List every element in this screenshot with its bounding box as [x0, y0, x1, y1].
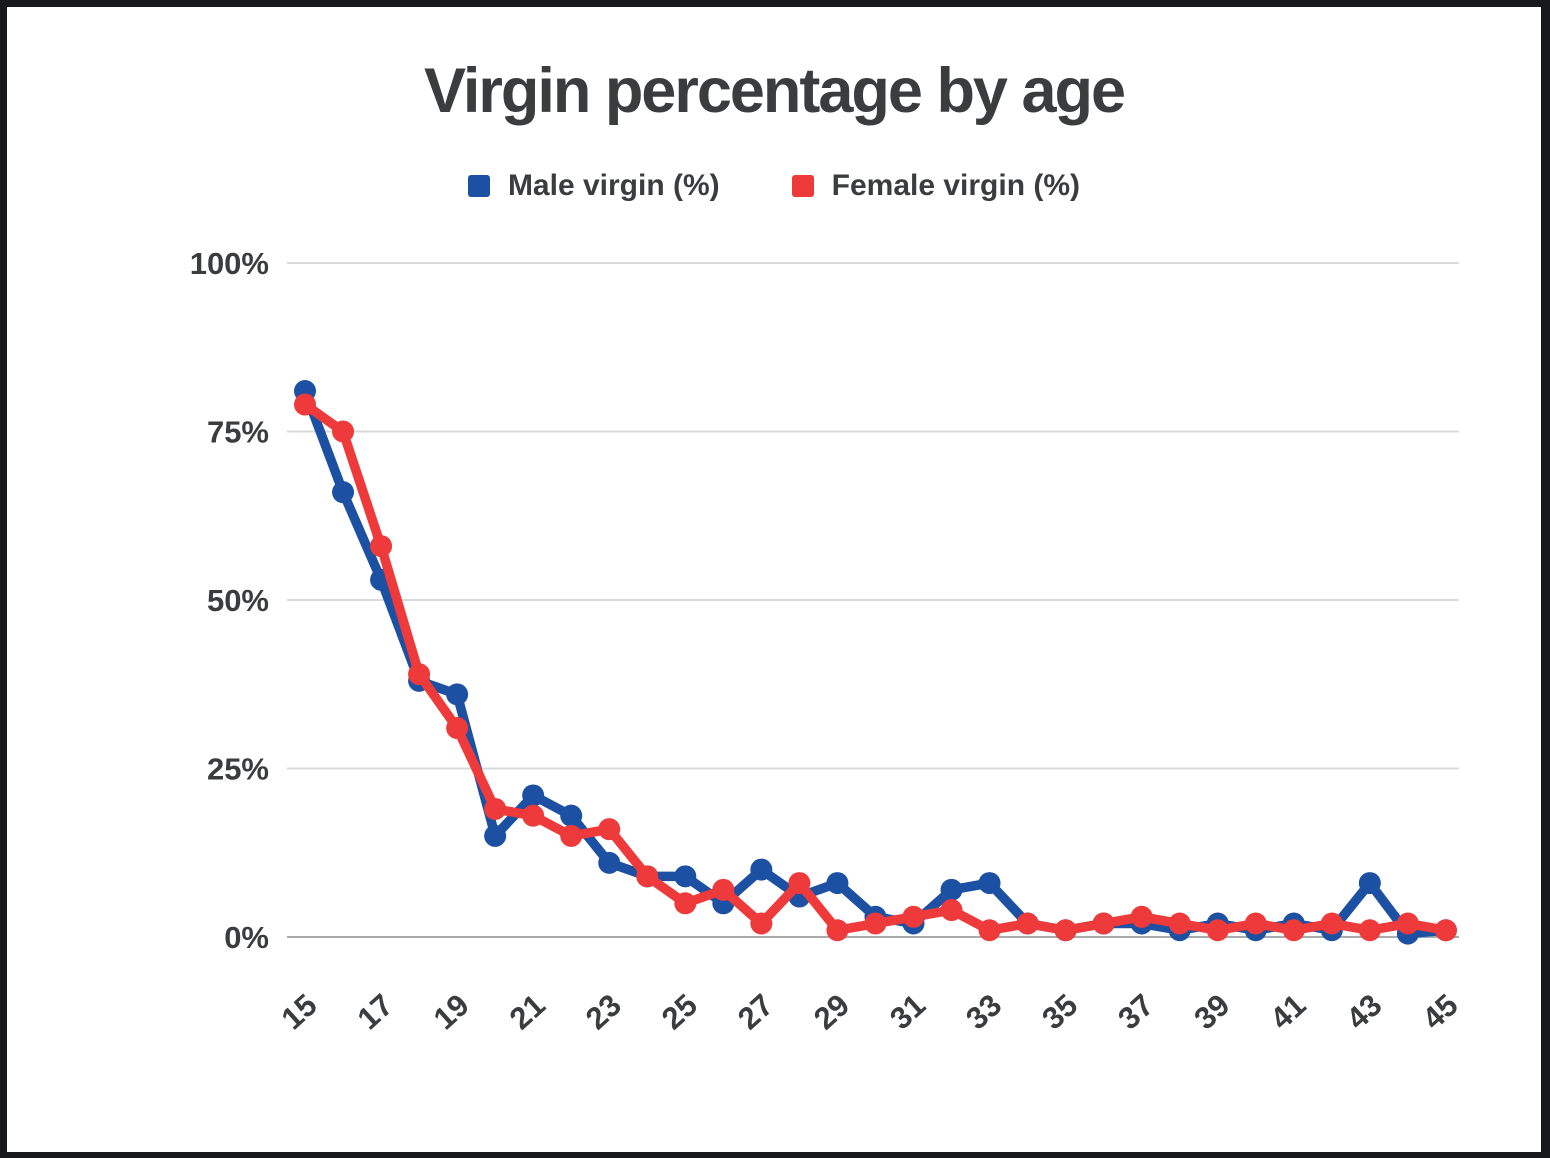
female-data-point-25 — [674, 892, 697, 915]
female-data-point-29 — [826, 919, 849, 942]
male-series-line — [300, 386, 1451, 939]
female-data-point-32 — [940, 899, 963, 922]
female-data-point-39 — [1206, 919, 1229, 942]
female-data-point-30 — [864, 912, 887, 935]
female-data-point-20 — [484, 797, 507, 820]
female-data-point-22 — [560, 824, 583, 847]
male-data-point-33 — [978, 872, 1001, 895]
x-tick-label-43: 43 — [1339, 987, 1388, 1036]
x-tick-label-15: 15 — [275, 987, 324, 1036]
legend: Male virgin (%) Female virgin (%) — [7, 169, 1541, 203]
legend-label-male: Male virgin (%) — [507, 169, 720, 202]
male-data-point-29 — [826, 872, 849, 895]
y-tick-label-0: 0% — [224, 920, 269, 955]
female-data-point-37 — [1130, 905, 1153, 928]
female-data-point-33 — [978, 919, 1001, 942]
female-data-point-18 — [408, 663, 431, 686]
x-tick-label-21: 21 — [503, 987, 552, 1036]
female-data-point-41 — [1282, 919, 1305, 942]
male-data-point-25 — [674, 865, 697, 888]
x-tick-label-41: 41 — [1263, 987, 1312, 1036]
male-series-swatch-icon — [467, 175, 490, 197]
male-data-point-32 — [940, 878, 963, 901]
female-data-point-42 — [1320, 912, 1343, 935]
female-data-point-38 — [1168, 912, 1191, 935]
female-data-point-34 — [1016, 912, 1039, 935]
female-series-swatch-icon — [791, 175, 814, 197]
x-tick-label-33: 33 — [959, 987, 1008, 1036]
x-tick-label-45: 45 — [1416, 987, 1465, 1036]
y-tick-label-25: 25% — [207, 752, 269, 787]
female-data-point-40 — [1244, 912, 1267, 935]
x-tick-label-23: 23 — [579, 987, 628, 1036]
y-tick-label-75: 75% — [207, 415, 269, 450]
male-data-point-20 — [484, 824, 507, 847]
female-data-point-15 — [294, 393, 316, 416]
female-data-point-17 — [370, 535, 393, 558]
female-series-line — [300, 399, 1451, 936]
x-tick-label-25: 25 — [655, 987, 704, 1036]
x-tick-label-39: 39 — [1187, 987, 1236, 1036]
x-tick-label-19: 19 — [427, 987, 476, 1036]
male-data-point-23 — [598, 851, 621, 874]
male-data-point-19 — [446, 683, 469, 706]
female-data-point-23 — [598, 818, 621, 841]
female-data-point-35 — [1054, 919, 1077, 942]
y-tick-label-100: 100% — [190, 246, 269, 281]
female-data-point-44 — [1396, 912, 1419, 935]
female-data-point-16 — [332, 420, 355, 443]
female-data-point-45 — [1434, 919, 1457, 942]
male-data-point-16 — [332, 481, 355, 504]
x-tick-label-35: 35 — [1035, 987, 1084, 1036]
female-data-point-43 — [1358, 919, 1381, 942]
x-tick-label-29: 29 — [807, 987, 856, 1036]
x-tick-label-17: 17 — [351, 987, 400, 1036]
female-data-point-31 — [902, 905, 925, 928]
male-data-point-22 — [560, 804, 583, 827]
female-data-point-19 — [446, 717, 469, 740]
y-tick-label-50: 50% — [207, 583, 269, 618]
x-tick-label-31: 31 — [883, 987, 932, 1036]
x-tick-label-37: 37 — [1111, 987, 1160, 1036]
legend-item-female: Female virgin (%) — [791, 169, 1081, 203]
x-tick-label-27: 27 — [731, 987, 780, 1036]
female-data-point-28 — [788, 872, 811, 895]
female-data-point-36 — [1092, 912, 1115, 935]
female-data-point-21 — [522, 804, 545, 827]
page-title: Virgin percentage by age — [423, 56, 1126, 126]
line-chart: 100% 75% 50% 25% 0%15 17 19 21 23 25 27 29 31 33 35 37 3… — [190, 246, 1465, 1036]
male-data-point-27 — [750, 858, 773, 881]
male-data-point-21 — [522, 784, 545, 807]
female-data-point-24 — [636, 865, 659, 888]
legend-label-female: Female virgin (%) — [831, 169, 1081, 202]
female-data-point-27 — [750, 912, 773, 935]
chart-canvas: Virgin percentage by age Male virgin (%)… — [7, 7, 1541, 1152]
male-data-point-43 — [1358, 872, 1381, 895]
female-data-point-26 — [712, 878, 735, 901]
legend-item-male: Male virgin (%) — [467, 169, 720, 203]
